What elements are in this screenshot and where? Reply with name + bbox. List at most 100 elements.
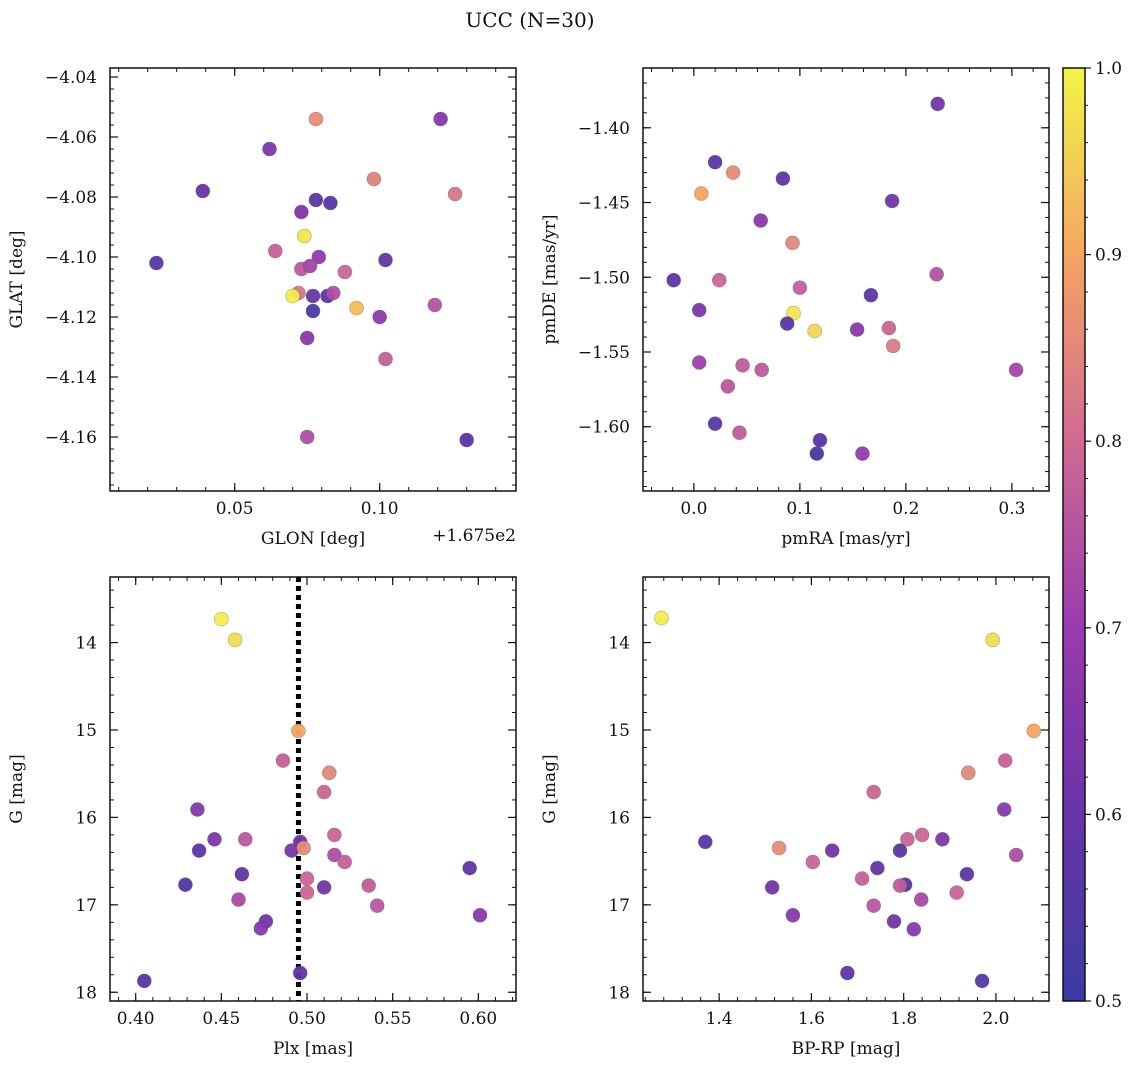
scatter-point xyxy=(305,288,321,304)
scatter-point xyxy=(997,753,1013,768)
scatter-point xyxy=(691,302,707,318)
scatter-point xyxy=(299,871,315,886)
x-tick-label: 0.3 xyxy=(998,499,1025,519)
scatter-point xyxy=(849,322,865,337)
scatter-point xyxy=(292,965,308,981)
scatter-point xyxy=(285,288,301,304)
panel-bprp-g: 1.4 1.6 1.8 2.0 14 15 16 17 18 BP-RP [mag] G [mag] xyxy=(540,576,1050,1059)
scatter-point xyxy=(870,860,885,876)
x-tick-label: 0.60 xyxy=(459,1009,497,1029)
x-tick-label: 0.2 xyxy=(892,499,919,519)
scatter-point xyxy=(214,611,229,627)
scatter-point xyxy=(935,831,950,847)
axes-frame xyxy=(109,67,517,492)
scatter-point xyxy=(792,280,808,296)
colorbar-gradient xyxy=(1062,67,1086,1002)
scatter-point xyxy=(779,316,795,331)
y-tick-label: −4.04 xyxy=(45,68,97,88)
scatter-point xyxy=(1008,362,1024,378)
scatter-point xyxy=(866,898,882,914)
x-tick-label: 0.45 xyxy=(202,1009,240,1029)
scatter-point xyxy=(291,723,306,739)
y-axis-label: G [mag] xyxy=(7,754,27,823)
scatter-point xyxy=(807,323,823,339)
scatter-point xyxy=(884,193,900,209)
colorbar-tick-label: 0.5 xyxy=(1095,992,1122,1012)
x-tick-label: 0.05 xyxy=(216,499,254,519)
y-tick-label: 16 xyxy=(75,808,97,828)
x-axis-label: Plx [mas] xyxy=(273,1039,353,1059)
scatter-point xyxy=(764,880,780,895)
scatter-point xyxy=(178,877,193,893)
y-tick-label: −4.10 xyxy=(45,248,97,268)
scatter-point xyxy=(914,827,930,843)
scatter-point xyxy=(316,784,332,800)
scatter-point xyxy=(892,878,908,893)
x-tick-label: 0.40 xyxy=(117,1009,155,1029)
scatter-point xyxy=(691,355,707,370)
scatter-points xyxy=(149,111,475,448)
y-axis-label: pmDE [mas/yr] xyxy=(540,214,560,344)
panel-pmra-pmde: 0.0 0.1 0.2 0.3 −1.40 −1.45 −1.50 −1.55 −1.60 pmR… xyxy=(540,67,1050,549)
y-tick-label: 14 xyxy=(608,634,630,654)
scatter-point xyxy=(996,802,1012,817)
y-axis-label: G [mag] xyxy=(540,754,560,823)
scatter-point xyxy=(366,171,382,187)
panel-glon-glat: 0.05 0.10 −4.04 −4.06 −4.08 −4.10 −4.12 −4.14 −4… xyxy=(7,67,517,549)
scatter-point xyxy=(881,320,897,336)
scatter-point xyxy=(720,379,736,394)
scatter-point xyxy=(753,213,769,228)
scatter-point xyxy=(299,885,315,900)
scatter-point xyxy=(785,235,800,251)
scatter-point xyxy=(311,249,327,265)
y-tick-label: 18 xyxy=(75,983,97,1003)
scatter-point xyxy=(302,258,318,274)
scatter-points xyxy=(666,96,1024,461)
scatter-points xyxy=(137,611,488,989)
scatter-point xyxy=(433,111,448,127)
scatter-point xyxy=(974,973,990,989)
scatter-point xyxy=(855,446,870,461)
scatter-point xyxy=(900,831,915,847)
scatter-point xyxy=(294,204,309,220)
x-tick-label: 2.0 xyxy=(982,1009,1009,1029)
y-tick-label: −1.45 xyxy=(578,194,630,214)
scatter-point xyxy=(308,192,324,208)
y-tick-label: −1.50 xyxy=(578,268,630,288)
axes-frame xyxy=(642,67,1050,492)
axes-frame xyxy=(109,576,517,1002)
scatter-point xyxy=(711,272,727,288)
y-tick-label: −4.06 xyxy=(45,128,97,148)
scatter-point xyxy=(137,973,152,989)
y-tick-label: 16 xyxy=(608,808,630,828)
scatter-point xyxy=(378,351,393,367)
scatter-point xyxy=(234,866,250,882)
scatter-point xyxy=(754,362,770,378)
y-tick-label: −1.55 xyxy=(578,343,630,363)
scatter-point xyxy=(361,878,377,893)
scatter-point xyxy=(378,252,393,268)
scatter-point xyxy=(427,297,443,313)
y-tick-label: −4.14 xyxy=(45,368,97,388)
x-axis-label: BP-RP [mag] xyxy=(792,1039,901,1059)
y-tick-label: 14 xyxy=(75,634,97,654)
scatter-point xyxy=(238,831,253,847)
scatter-point xyxy=(447,186,463,202)
minor-ticks xyxy=(110,68,516,491)
x-tick-label: 0.1 xyxy=(786,499,813,519)
scatter-point xyxy=(771,840,787,856)
scatter-point xyxy=(262,141,277,157)
colorbar-tick-label: 0.8 xyxy=(1095,432,1122,452)
scatter-point xyxy=(195,183,211,199)
scatter-point xyxy=(732,425,747,441)
scatter-point xyxy=(812,432,828,448)
scatter-point xyxy=(666,272,682,288)
scatter-point xyxy=(913,892,929,907)
scatter-point xyxy=(892,843,908,858)
scatter-point xyxy=(321,765,337,781)
scatter-point xyxy=(299,330,315,346)
scatter-point xyxy=(886,914,902,929)
scatter-point xyxy=(805,854,821,870)
scatter-point xyxy=(472,907,488,923)
scatter-point xyxy=(267,243,283,259)
